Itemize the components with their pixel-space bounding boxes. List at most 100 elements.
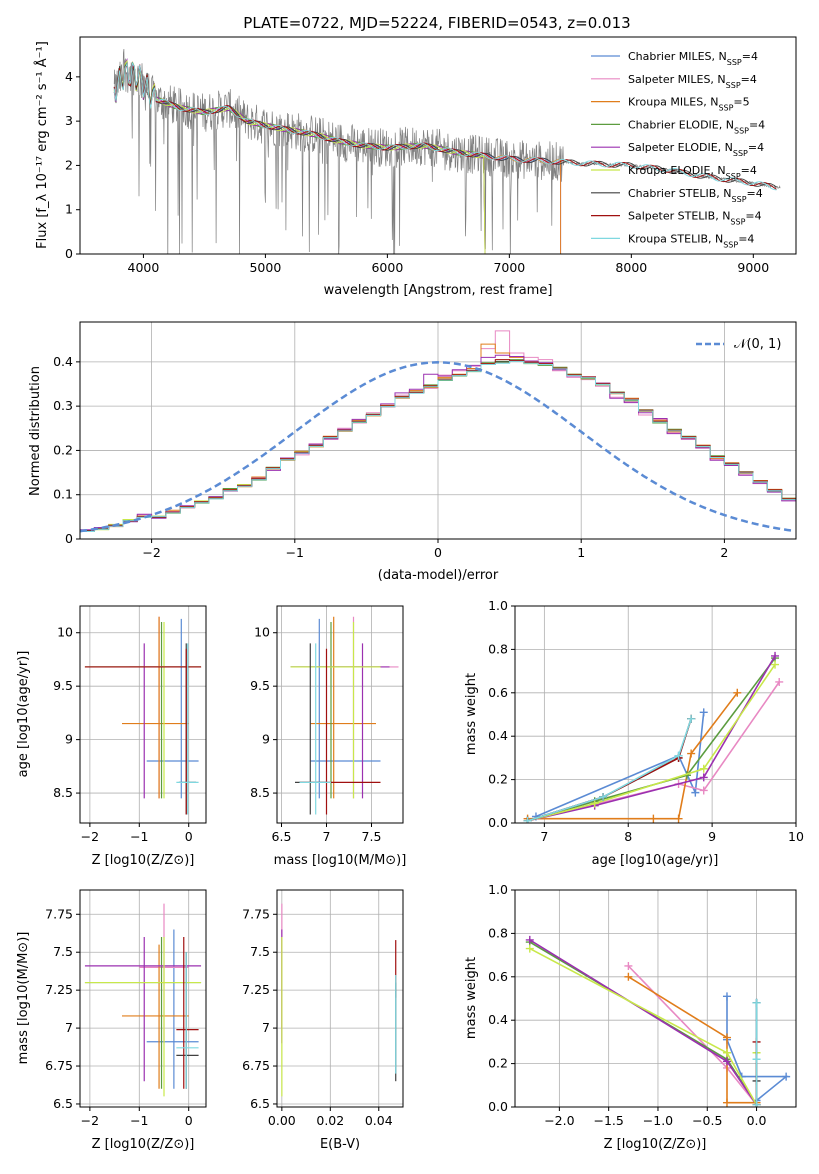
spectrum-xtick-label: 6000 (371, 260, 403, 275)
mass_vs_ebv-grid (277, 890, 403, 1107)
mass_weight_vs_age-marker-4-2 (699, 773, 708, 782)
hist-step-8 (80, 360, 796, 532)
residuals-xtick-label: −1 (286, 545, 304, 560)
mass_weight_vs_age-ytick-label: 1.0 (488, 598, 508, 613)
mass_vs_ebv-ytick-label: 7.25 (242, 982, 270, 997)
mass_weight_vs_Z-marker-2-2 (722, 1098, 731, 1107)
mass_weight_vs_age-line-4 (527, 655, 776, 822)
mass_weight_vs_age-marker-0-3 (699, 708, 708, 717)
residuals-ytick-label: 0 (65, 531, 73, 546)
age_vs_mass-ticks: 6.5 7 7.5 8.5 9 9.5 10 (250, 625, 381, 844)
mass_weight_vs_age-xtick-label: 7 (540, 829, 548, 844)
age_vs_mass-ytick-label: 9 (262, 732, 270, 747)
age-vs-z-frame (79, 605, 207, 824)
mass_weight_vs_Z-xtick-label: −1.0 (643, 1113, 673, 1128)
mass_weight_vs_Z-ytick-label: 0.2 (488, 1056, 508, 1071)
spectrum-ytick-label: 1 (65, 202, 73, 217)
model-line-5 (113, 59, 486, 254)
mass_weight_vs_Z-xtick-label: −1.5 (593, 1113, 623, 1128)
mass_weight_vs_Z-marks (525, 935, 791, 1107)
mass_weight_vs_age-line-5 (527, 664, 776, 822)
mass_weight_vs_age-marker-2-3 (687, 749, 696, 758)
age-vs-z-xlabel: Z [log10(Z/Z⊙)] (92, 853, 195, 868)
residuals-ticks: −2 −1 0 1 2 0 0.1 0.2 0.3 0.4 (53, 354, 728, 560)
age-vs-mass-xlabel: mass [log10(M/M⊙)] (274, 853, 407, 868)
age-vs-mass-panel: 6.5 7 7.5 8.5 9 9.5 10 mass [log10(M/M⊙)] (250, 605, 407, 868)
spectrum-xlabel: wavelength [Angstrom, rest frame] (324, 283, 553, 298)
mass_weight_vs_age-ticks: 7 8 9 10 0.0 0.2 0.4 0.6 0.8 1.0 (488, 598, 804, 844)
residuals-xlabel: (data-model)/error (378, 568, 499, 583)
mass_weight_vs_Z-ticks: −2.0 −1.5 −1.0 −0.5 0.0 0.0 0.2 0.4 0.6 0.8 1.0 (488, 882, 766, 1128)
mass_weight_vs_Z-xtick-label: −2.0 (544, 1113, 574, 1128)
model-line-4 (113, 58, 486, 254)
mass-vs-ebv-panel: 0.00 0.02 0.04 6.5 6.75 7 7.25 7.5 7.75 E(B-V) (242, 889, 404, 1152)
mass_vs_Z-ytick-label: 7.75 (45, 906, 73, 921)
age_vs_Z-xtick-label: −2 (81, 829, 99, 844)
mass-vs-z-frame (79, 889, 207, 1108)
legend-label-5: Kroupa ELODIE, NSSP=4 (628, 164, 757, 181)
age_vs_Z-ytick-label: 9.5 (53, 678, 73, 693)
legend-label-0: Chabrier MILES, NSSP=4 (628, 50, 758, 67)
mass_weight_vs_age-line-6 (527, 718, 692, 822)
mass_weight_vs_age-ytick-label: 0.4 (488, 728, 508, 743)
mass_vs_ebv-xtick-label: 0.04 (365, 1113, 393, 1128)
age_vs_mass-ytick-label: 9.5 (250, 678, 270, 693)
mass_vs_ebv-ytick-label: 7.75 (242, 906, 270, 921)
mass-weight-vs-z-ylabel: mass weight (464, 957, 479, 1039)
mass_weight_vs_age-marker-8-3 (687, 714, 696, 723)
age_vs_Z-ytick-label: 8.5 (53, 785, 73, 800)
age_vs_Z-marks (84, 616, 202, 815)
spectrum-legend: Chabrier MILES, NSSP=4 Salpeter MILES, NS… (591, 50, 765, 249)
legend-label-1: Salpeter MILES, NSSP=4 (628, 73, 757, 90)
mass_weight_vs_Z-ytick-label: 1.0 (488, 882, 508, 897)
mass_weight_vs_Z-line-5 (529, 947, 758, 1107)
spectrum-panel: PLATE=0722, MJD=52224, FIBERID=0543, z=0… (34, 14, 797, 298)
mass-weight-vs-z-panel: −2.0 −1.5 −1.0 −0.5 0.0 0.0 0.2 0.4 0.6 0.8 1.0 Z … (464, 882, 797, 1152)
mass_vs_ebv-marks (281, 903, 397, 1097)
mass_vs_Z-marks (84, 903, 202, 1097)
mass_weight_vs_age-ytick-label: 0.8 (488, 641, 508, 656)
mass-vs-z-ylabel: mass [log10(M/M⊙)] (16, 932, 31, 1065)
age_vs_Z-ticks: −2 −1 0 8.5 9 9.5 10 (53, 625, 193, 844)
age_vs_mass-ytick-label: 10 (254, 625, 270, 640)
mass_weight_vs_age-marker-1-2 (699, 786, 708, 795)
spectrum-xtick-label: 8000 (615, 260, 647, 275)
mass-weight-vs-age-xlabel: age [log10(age/yr)] (592, 853, 719, 868)
legend-label-8: Kroupa STELIB, NSSP=4 (628, 232, 754, 249)
mass_weight_vs_Z-marker-8-0 (752, 1100, 761, 1107)
age_vs_mass-xtick-label: 7 (323, 829, 331, 844)
mass_weight_vs_Z-marker-0-3 (782, 1072, 791, 1081)
age_vs_mass-marks (290, 616, 399, 815)
mass_weight_vs_Z-marker-5-0 (525, 944, 534, 953)
mass-vs-ebv-frame (276, 889, 404, 1108)
age_vs_Z-ytick-label: 9 (65, 732, 73, 747)
mass_weight_vs_Z-ytick-label: 0.6 (488, 969, 508, 984)
mass_weight_vs_age-ytick-label: 0.6 (488, 685, 508, 700)
mass_weight_vs_Z-marker-2-0 (624, 972, 633, 981)
mass_weight_vs_age-ytick-label: 0.0 (488, 815, 508, 830)
mass_weight_vs_Z-marker-1-0 (624, 961, 633, 970)
residuals-ylabel: Normed distribution (28, 366, 43, 496)
residuals-xtick-label: 1 (577, 545, 585, 560)
legend-label-6: Chabrier STELIB, NSSP=4 (628, 187, 763, 204)
age_vs_Z-ytick-label: 10 (57, 625, 73, 640)
spectrum-ticks: 4000 5000 6000 7000 8000 9000 0 1 2 3 4 (65, 69, 769, 275)
mass_vs_Z-ytick-label: 6.75 (45, 1058, 73, 1073)
age_vs_mass-xtick-label: 6.5 (272, 829, 292, 844)
spectrum-ytick-label: 2 (65, 157, 73, 172)
age_vs_mass-xtick-label: 7.5 (362, 829, 382, 844)
mass_weight_vs_age-marker-8-2 (674, 751, 683, 760)
age_vs_Z-grid (80, 606, 206, 823)
spectrum-xtick-label: 9000 (737, 260, 769, 275)
mass_weight_vs_Z-ytick-label: 0.4 (488, 1012, 508, 1027)
mass_weight_vs_Z-marker-0-0 (722, 992, 731, 1001)
gaussian-curve (80, 361, 794, 533)
mass-vs-z-panel: −2 −1 0 6.5 6.75 7 7.25 7.5 7.75 Z [log10(Z/Z⊙)]… (16, 889, 207, 1152)
spectrum-marks (113, 48, 781, 254)
residuals-xtick-label: 0 (434, 545, 442, 560)
mass_vs_Z-xtick-label: −1 (130, 1113, 148, 1128)
mass-weight-vs-age-frame (514, 605, 797, 824)
residuals-legend: 𝒩(0, 1) (696, 337, 781, 352)
mass-weight-vs-z-xlabel: Z [log10(Z/Z⊙)] (604, 1137, 707, 1152)
residuals-panel: −2 −1 0 1 200.10.20.30.4 (data-model)/error … (28, 321, 797, 583)
